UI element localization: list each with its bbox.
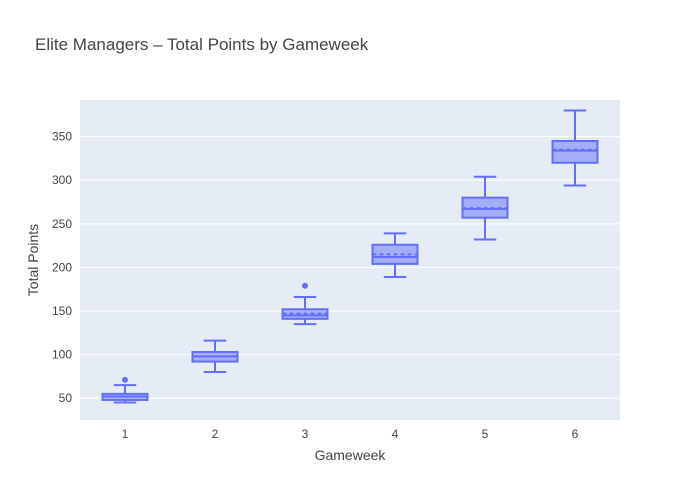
x-axis-title: Gameweek [315, 447, 387, 463]
box-iqr [551, 139, 599, 164]
x-tick-label: 1 [122, 427, 129, 441]
y-tick-label: 150 [52, 304, 72, 318]
y-tick-label: 100 [52, 348, 72, 362]
gridlines [80, 136, 620, 399]
x-tick-label: 4 [392, 427, 399, 441]
box-gameweek-1 [101, 376, 149, 404]
chart-title: Elite Managers – Total Points by Gamewee… [35, 35, 369, 54]
x-axis-ticks: 1 2 3 4 5 6 [122, 427, 579, 441]
y-tick-label: 200 [52, 260, 72, 274]
y-tick-label: 350 [52, 130, 72, 144]
y-tick-label: 50 [59, 391, 73, 405]
outlier-point [302, 282, 308, 289]
y-axis-title: Total Points [25, 224, 41, 296]
x-tick-label: 3 [302, 427, 309, 441]
outlier-point [122, 376, 128, 383]
x-tick-label: 2 [212, 427, 219, 441]
x-tick-label: 5 [482, 427, 489, 441]
box-gameweek-3 [281, 282, 329, 326]
y-tick-label: 300 [52, 173, 72, 187]
boxes [101, 109, 599, 404]
box-gameweek-6 [551, 109, 599, 187]
x-tick-label: 6 [572, 427, 579, 441]
box-gameweek-2 [191, 339, 239, 374]
box-gameweek-5 [461, 175, 509, 241]
box-gameweek-4 [371, 232, 419, 279]
y-axis-ticks: 50 100 150 200 250 300 350 [52, 130, 72, 406]
y-tick-label: 250 [52, 217, 72, 231]
plot-background [80, 100, 620, 420]
